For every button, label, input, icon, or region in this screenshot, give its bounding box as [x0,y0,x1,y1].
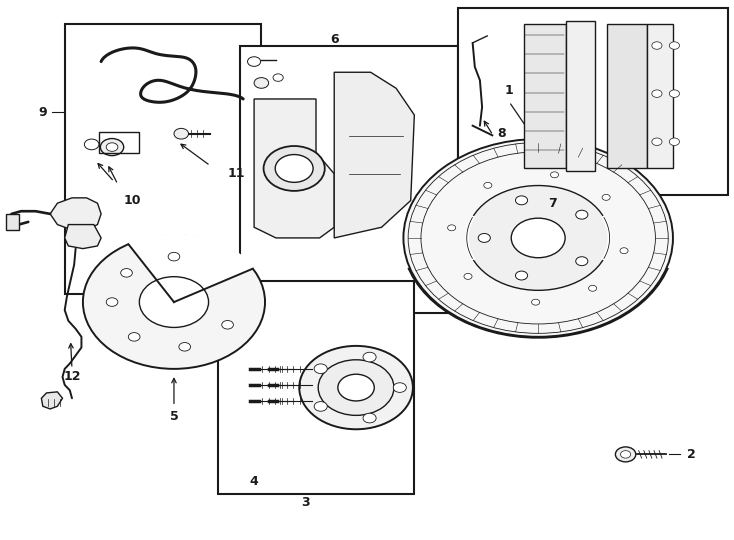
Circle shape [652,138,662,145]
Text: 7: 7 [548,197,557,210]
Circle shape [319,360,394,415]
Circle shape [247,57,261,66]
Circle shape [615,447,636,462]
Circle shape [404,139,673,337]
Circle shape [106,298,118,306]
Circle shape [106,143,118,151]
Circle shape [84,139,99,150]
Circle shape [467,186,610,291]
Circle shape [550,172,559,178]
Text: 10: 10 [124,194,141,207]
Text: 1: 1 [505,84,513,97]
Bar [647,24,673,168]
Bar [65,24,261,294]
Circle shape [464,273,472,279]
Text: 11: 11 [227,167,244,180]
Circle shape [669,138,680,145]
Circle shape [101,139,124,156]
Polygon shape [65,225,101,248]
Circle shape [338,374,374,401]
Circle shape [275,154,313,183]
Circle shape [264,146,324,191]
Circle shape [531,299,539,305]
Text: 9: 9 [38,106,47,119]
Circle shape [620,248,628,254]
Circle shape [83,235,265,369]
Circle shape [314,364,327,374]
Circle shape [273,74,283,82]
Circle shape [314,402,327,411]
Circle shape [363,413,376,423]
Circle shape [515,271,528,280]
Polygon shape [41,392,62,409]
Bar [239,45,458,313]
Circle shape [393,383,407,393]
Circle shape [512,218,565,258]
Circle shape [620,451,631,458]
Text: 6: 6 [330,32,338,45]
Circle shape [448,225,456,231]
Text: 3: 3 [301,496,310,509]
Circle shape [515,196,528,205]
Bar [566,22,595,171]
Circle shape [575,256,588,266]
Circle shape [479,233,490,242]
Circle shape [652,90,662,97]
Polygon shape [254,99,334,238]
Text: 5: 5 [170,410,178,423]
Circle shape [669,90,680,97]
Circle shape [484,183,492,188]
Polygon shape [50,198,101,230]
Circle shape [179,342,191,351]
Circle shape [299,346,413,429]
Text: 2: 2 [687,448,696,461]
Bar [99,132,139,153]
Circle shape [363,352,376,362]
Text: 12: 12 [63,370,81,383]
Circle shape [222,321,233,329]
Circle shape [139,276,208,327]
Bar [523,24,566,168]
Circle shape [174,129,189,139]
Circle shape [602,194,610,200]
Circle shape [652,42,662,49]
Polygon shape [127,234,255,302]
Bar [608,24,647,168]
Circle shape [254,78,269,88]
Circle shape [120,268,132,277]
Polygon shape [7,214,19,230]
Circle shape [669,42,680,49]
Bar [458,8,727,195]
Bar [218,281,415,495]
Circle shape [128,333,140,341]
Circle shape [589,285,597,291]
Text: 8: 8 [498,127,506,140]
Circle shape [168,252,180,261]
Polygon shape [334,72,415,238]
Circle shape [575,210,588,219]
Text: 4: 4 [250,475,258,488]
